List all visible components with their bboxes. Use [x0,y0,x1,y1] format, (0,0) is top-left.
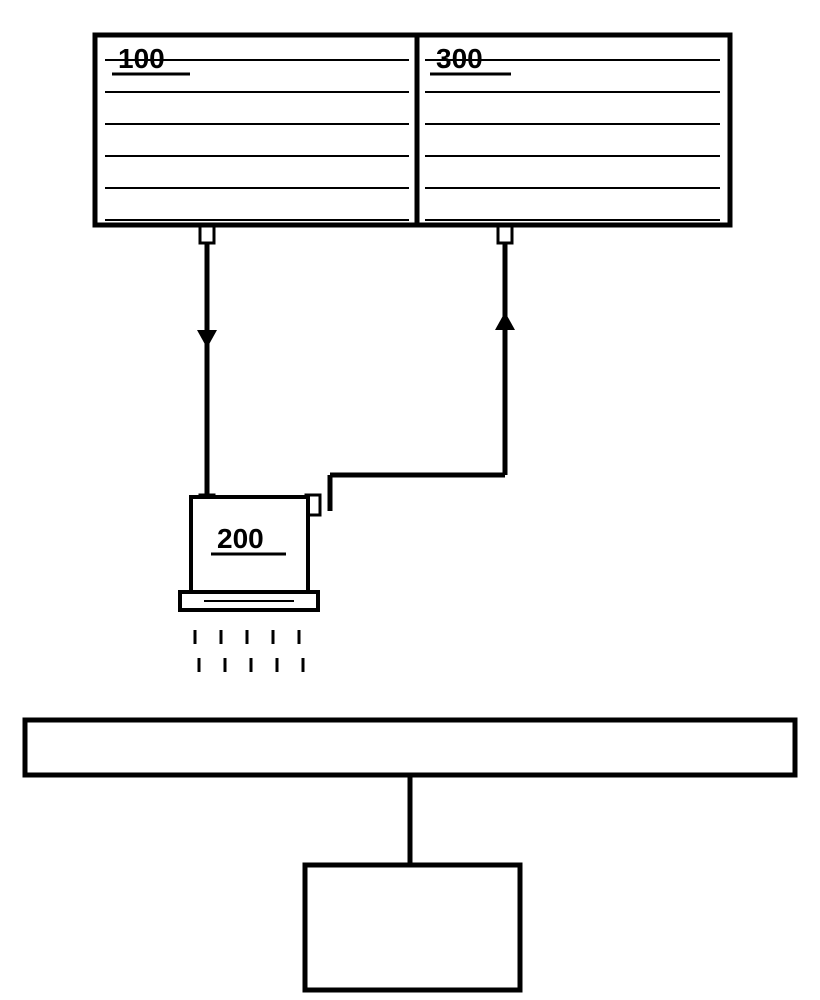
outlet-left [200,225,214,243]
label-tank_left: 100 [118,43,165,74]
diagram-svg: 100 300 200 [0,0,820,1000]
tank-outline [95,35,730,225]
arrow-down-icon [197,330,217,348]
base-box [305,865,520,990]
schematic-diagram: 100 300 200 [0,0,820,1000]
label-tank_right: 300 [436,43,483,74]
label-nozzle: 200 [217,523,264,554]
arrow-up-icon [495,312,515,330]
surface-plate [25,720,795,775]
outlet-right [498,225,512,243]
